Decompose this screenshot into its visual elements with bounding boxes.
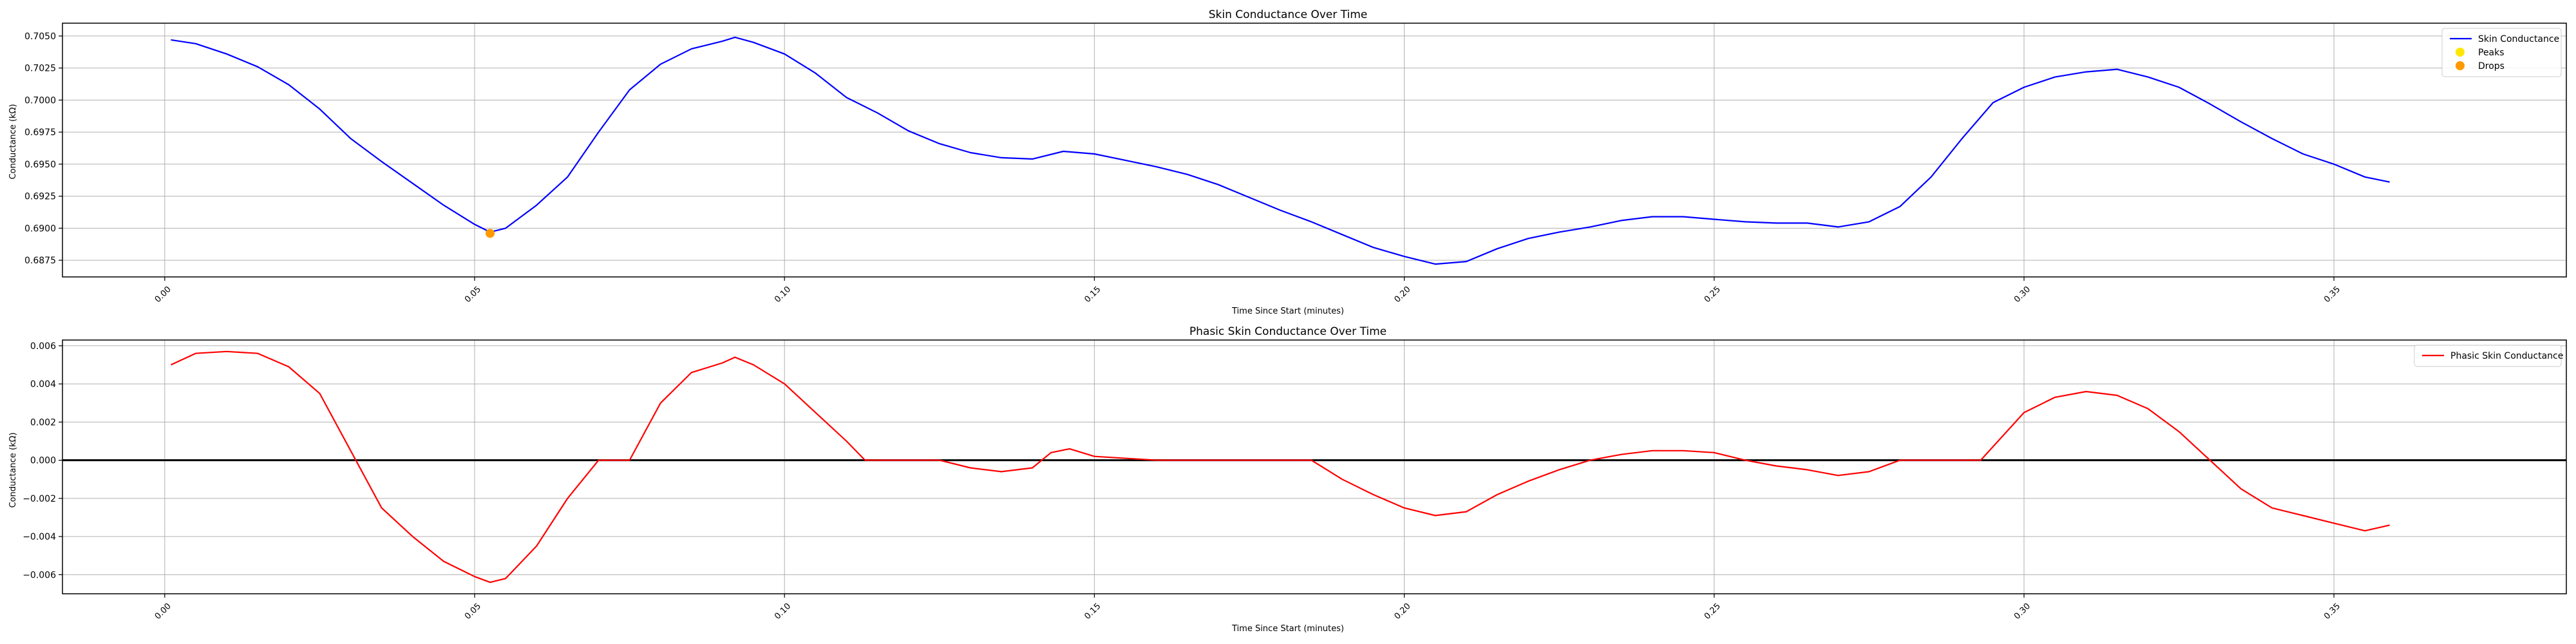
- skin-conductance-line: [171, 36, 2390, 265]
- y-tick-label: 0.7000: [24, 95, 56, 106]
- plot-area: [171, 36, 2390, 265]
- x-axis-label: Time Since Start (minutes): [1231, 307, 1344, 316]
- legend-box: [2414, 345, 2562, 367]
- axes-frame: [62, 23, 2567, 278]
- axes-border: [62, 339, 2567, 594]
- legend-box: [2441, 28, 2562, 77]
- x-axis-label: Time Since Start (minutes): [1231, 624, 1344, 634]
- y-axis-ticks: 0.6875 0.6900 0.6925 0.6950 0.6975 0.7000 0.70…: [24, 32, 62, 266]
- legend: Skin Conductance Peaks Drops: [2441, 28, 2562, 77]
- legend-label: Drops: [2478, 61, 2505, 71]
- y-tick-label: −0.002: [23, 494, 56, 504]
- y-axis-ticks: −0.006 −0.004 −0.002 0.000 0.002 0.004 0.006: [23, 341, 62, 580]
- y-tick-label: −0.006: [23, 570, 56, 580]
- chart-title: Phasic Skin Conductance Over Time: [1189, 325, 1387, 338]
- legend-marker: [2456, 48, 2465, 57]
- legend-label: Skin Conductance: [2478, 34, 2559, 44]
- y-tick-label: 0.002: [30, 417, 56, 428]
- y-tick-label: 0.006: [30, 341, 56, 352]
- legend: Phasic Skin Conductance: [2414, 345, 2563, 367]
- y-axis-label: Conductance (kΩ): [8, 432, 18, 507]
- y-tick-label: 0.7025: [24, 64, 56, 74]
- axes-frame: [62, 339, 2567, 594]
- y-tick-label: 0.6925: [24, 192, 56, 202]
- legend-marker: [2456, 61, 2465, 70]
- y-tick-label: 0.6950: [24, 160, 56, 170]
- grid-lines: [62, 23, 2566, 277]
- axes-border: [62, 23, 2567, 278]
- y-tick-label: 0.6875: [24, 256, 56, 266]
- legend-label: Peaks: [2478, 48, 2505, 58]
- drops-point: [486, 229, 495, 238]
- chart-title: Skin Conductance Over Time: [1209, 8, 1367, 21]
- y-tick-label: 0.004: [30, 379, 56, 390]
- y-tick-label: 0.6975: [24, 128, 56, 138]
- y-axis-label: Conductance (kΩ): [8, 104, 18, 179]
- y-tick-label: 0.6900: [24, 223, 56, 234]
- phasic-skin-conductance-line: [170, 350, 2390, 583]
- plot-area: [62, 350, 2566, 583]
- legend-label: Phasic Skin Conductance: [2450, 351, 2563, 361]
- y-tick-label: 0.7050: [24, 32, 56, 42]
- y-tick-label: −0.004: [23, 532, 56, 542]
- y-tick-label: 0.000: [30, 456, 56, 466]
